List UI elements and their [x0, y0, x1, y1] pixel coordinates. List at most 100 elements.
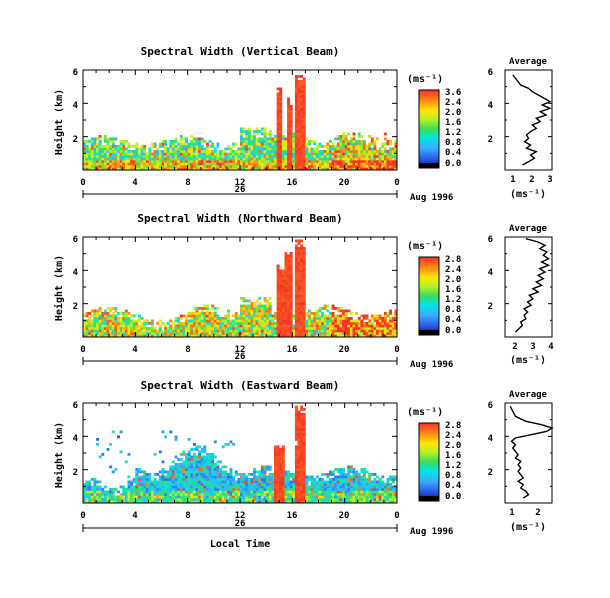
heatmap-cell — [300, 107, 304, 111]
heatmap-cell — [362, 493, 366, 496]
heatmap-cell — [355, 329, 359, 333]
heatmap-cell — [258, 157, 262, 161]
heatmap-cell — [114, 317, 118, 320]
heatmap-cell — [182, 468, 186, 471]
heatmap-cell — [308, 317, 311, 320]
heatmap-cell — [297, 450, 301, 454]
heatmap-cell — [391, 324, 395, 328]
heatmap-cell — [389, 329, 393, 333]
heatmap-cell — [221, 157, 225, 161]
heatmap-cell — [190, 319, 194, 323]
panel-northward: Spectral Width (Northward Beam) Height (… — [53, 212, 554, 370]
heatmap-cell — [274, 135, 277, 138]
heatmap-cell — [305, 157, 309, 161]
heatmap-cell — [88, 162, 92, 166]
heatmap-cell — [179, 473, 183, 476]
heatmap-cell — [328, 324, 332, 328]
heatmap-cell — [289, 274, 293, 278]
heatmap-cell — [362, 327, 366, 330]
colorbar-tick: 1.6 — [445, 285, 461, 295]
heatmap-cell — [349, 483, 353, 486]
heatmap-cell — [336, 150, 340, 153]
heatmap-cell — [111, 150, 115, 153]
heatmap-cell — [300, 117, 304, 121]
heatmap-cell — [284, 485, 288, 489]
heatmap-cell — [289, 105, 293, 108]
heatmap-cell — [101, 155, 105, 158]
heatmap-cell — [143, 480, 147, 484]
heatmap-cell — [109, 160, 113, 163]
heatmap-cell — [292, 160, 296, 163]
heatmap-cell — [297, 145, 301, 148]
heatmap-cell — [300, 97, 304, 101]
heatmap-cell — [281, 480, 285, 484]
heatmap-cell — [240, 327, 243, 330]
heatmap-cell — [83, 140, 86, 143]
heatmap-cell — [224, 155, 228, 158]
heatmap-cell — [289, 480, 293, 484]
heatmap-cell — [336, 307, 340, 310]
heatmap-cell — [315, 322, 319, 325]
heatmap-cell — [232, 485, 236, 489]
heatmap-cell — [360, 334, 364, 337]
x-tick-label: 0 — [80, 511, 85, 521]
y-tick-label: 6 — [73, 235, 78, 245]
heatmap-cell — [276, 284, 280, 288]
heatmap-cell — [297, 304, 301, 308]
heatmap-cell — [187, 488, 191, 491]
heatmap-cell — [391, 485, 395, 489]
heatmap-cell — [208, 167, 212, 170]
heatmap-cell — [284, 319, 288, 323]
heatmap-cell — [274, 488, 277, 491]
heatmap-cell — [164, 147, 168, 151]
heatmap-cell — [151, 327, 154, 330]
heatmap-cell — [143, 473, 147, 476]
heatmap-cell — [253, 324, 256, 328]
heatmap-cell — [381, 475, 385, 479]
heatmap-cell — [365, 490, 369, 494]
heatmap-cell — [389, 160, 393, 163]
heatmap-cell — [297, 75, 301, 78]
heatmap-cell — [208, 319, 212, 323]
heatmap-cell — [190, 495, 194, 499]
heatmap-cell — [216, 475, 220, 479]
heatmap-cell — [240, 319, 243, 323]
heatmap-cell — [383, 483, 387, 486]
heatmap-cell — [360, 165, 364, 168]
heatmap-cell — [119, 157, 123, 161]
heatmap-cell — [111, 490, 115, 494]
heatmap-cell — [302, 465, 306, 469]
heatmap-cell — [226, 495, 230, 499]
heatmap-cell — [213, 463, 217, 466]
heatmap-cell — [266, 147, 270, 151]
colorbar-segment — [419, 450, 439, 453]
heatmap-cell — [169, 495, 173, 499]
heatmap-cell — [232, 327, 236, 330]
heatmap-cell — [114, 498, 118, 501]
heatmap-cell — [352, 324, 356, 328]
heatmap-cell — [234, 312, 238, 315]
heatmap-cell — [200, 157, 204, 161]
heatmap-cell — [135, 473, 139, 476]
colorbar-segment — [419, 113, 439, 116]
heatmap-cell — [281, 332, 285, 335]
heatmap-cell — [153, 480, 157, 484]
heatmap-cell — [224, 162, 228, 166]
heatmap-cell — [271, 475, 275, 479]
heatmap-cell — [232, 483, 236, 486]
heatmap-cell — [221, 490, 225, 494]
heatmap-cell — [263, 155, 267, 158]
heatmap-cell — [187, 438, 191, 441]
heatmap-cell — [127, 145, 131, 148]
heatmap-cell — [90, 160, 94, 163]
heatmap-cell — [164, 495, 168, 499]
heatmap-cell — [378, 324, 382, 328]
heatmap-cell — [190, 165, 194, 168]
heatmap-cell — [177, 324, 181, 328]
heatmap-cell — [132, 498, 136, 501]
heatmap-cell — [297, 475, 301, 479]
colorbar-segment — [419, 303, 439, 307]
heatmap-cell — [253, 475, 256, 479]
heatmap-cell — [200, 490, 204, 494]
heatmap-cell — [373, 150, 377, 153]
